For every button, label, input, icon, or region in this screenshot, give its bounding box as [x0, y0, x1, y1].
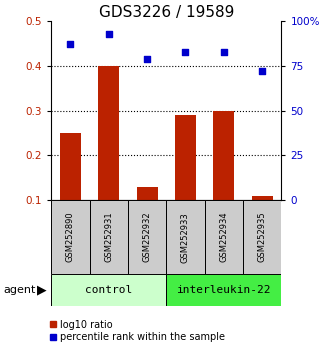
Point [260, 68, 265, 74]
Point [68, 42, 73, 47]
Bar [128, 200, 166, 274]
Bar [243, 200, 281, 274]
Text: GSM252935: GSM252935 [258, 212, 267, 263]
Point [106, 31, 112, 36]
Text: GSM252890: GSM252890 [66, 212, 75, 263]
Bar [60, 133, 81, 200]
Text: GSM252932: GSM252932 [143, 212, 152, 263]
Bar [137, 187, 158, 200]
Point [183, 49, 188, 55]
Text: GSM252934: GSM252934 [219, 212, 228, 263]
Text: GSM252933: GSM252933 [181, 212, 190, 263]
Text: control: control [85, 285, 132, 295]
Bar [175, 115, 196, 200]
Point [221, 49, 226, 55]
Text: agent: agent [3, 285, 36, 295]
Bar [90, 200, 128, 274]
Bar [166, 200, 205, 274]
Title: GDS3226 / 19589: GDS3226 / 19589 [99, 5, 234, 20]
Text: interleukin-22: interleukin-22 [177, 285, 271, 295]
Bar [98, 66, 119, 200]
Bar [252, 195, 273, 200]
Legend: log10 ratio, percentile rank within the sample: log10 ratio, percentile rank within the … [50, 320, 225, 342]
Bar [51, 274, 166, 306]
Point [145, 56, 150, 62]
Text: GSM252931: GSM252931 [104, 212, 113, 263]
Bar [51, 200, 90, 274]
Bar [166, 274, 281, 306]
Bar [205, 200, 243, 274]
Bar [213, 110, 234, 200]
Text: ▶: ▶ [36, 284, 46, 297]
